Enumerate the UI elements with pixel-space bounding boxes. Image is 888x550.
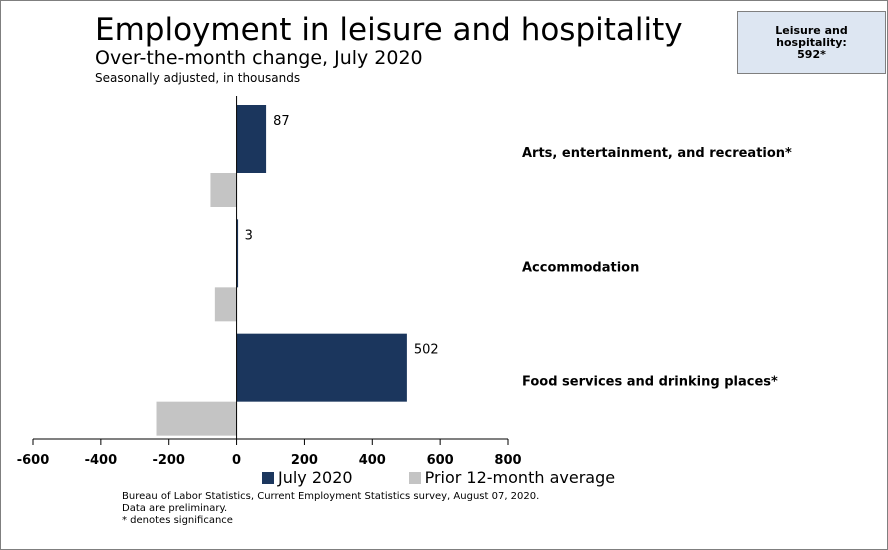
bar-july-2020-food-services-and-drinking-places <box>236 333 407 402</box>
bar-prior-average-arts-entertainment-and-recreation <box>210 173 237 207</box>
chart-units-note: Seasonally adjusted, in thousands <box>95 71 301 85</box>
footnote-block: Bureau of Labor Statistics, Current Empl… <box>122 491 539 527</box>
category-label-food-services-and-drinking-places: Food services and drinking places* <box>522 375 778 390</box>
x-tick-label--600: -600 <box>17 453 50 468</box>
legend-label-prior: Prior 12-month average <box>424 468 616 487</box>
category-label-arts-entertainment-and-recreation: Arts, entertainment, and recreation* <box>522 146 792 161</box>
legend-label-july: July 2020 <box>278 468 353 487</box>
category-label-accommodation: Accommodation <box>522 260 639 275</box>
callout-value: 592* <box>797 47 826 61</box>
footnote-significance: * denotes significance <box>122 515 233 526</box>
chart-subtitle: Over-the-month change, July 2020 <box>95 47 423 69</box>
bar-prior-average-food-services-and-drinking-places <box>156 401 237 436</box>
total-callout-box: Leisure and hospitality: 592* <box>737 11 886 74</box>
data-label-july-2020-accommodation: 3 <box>245 228 253 243</box>
legend-item-july: July 2020 <box>262 468 353 487</box>
footnote-preliminary: Data are preliminary. <box>122 503 228 514</box>
x-tick-label--200: -200 <box>152 453 185 468</box>
bar-july-2020-arts-entertainment-and-recreation <box>236 105 267 173</box>
x-tick-label--400: -400 <box>85 453 118 468</box>
data-label-july-2020-food-services-and-drinking-places: 502 <box>414 343 439 358</box>
legend-swatch-prior <box>408 471 421 484</box>
x-tick-label-0: 0 <box>232 453 241 468</box>
x-tick-label-600: 600 <box>427 453 454 468</box>
legend-swatch-july <box>262 471 274 484</box>
bar-july-2020-accommodation <box>236 219 239 288</box>
bar-prior-average-accommodation <box>214 287 237 322</box>
legend-item-prior: Prior 12-month average <box>408 468 616 487</box>
callout-label: Leisure and hospitality: <box>775 23 848 49</box>
legend: July 2020 Prior 12-month average <box>262 468 671 487</box>
x-tick-label-800: 800 <box>494 453 521 468</box>
x-tick-label-200: 200 <box>291 453 318 468</box>
chart-title: Employment in leisure and hospitality <box>95 12 683 48</box>
footnote-source: Bureau of Labor Statistics, Current Empl… <box>122 491 540 502</box>
x-tick-label-400: 400 <box>359 453 386 468</box>
data-label-july-2020-arts-entertainment-and-recreation: 87 <box>273 114 290 129</box>
